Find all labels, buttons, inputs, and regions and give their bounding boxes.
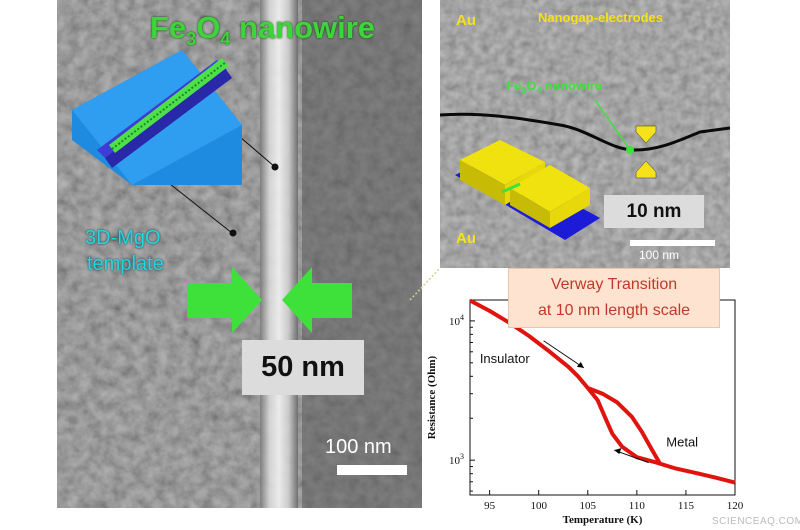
gap-label: 10 nm xyxy=(604,195,704,228)
scale-bar-right xyxy=(630,240,715,246)
chart-title-line2: at 10 nm length scale xyxy=(537,302,691,319)
sem-image-nanogap: Au Nanogap-electrodes Fe3O4 nanowire Au … xyxy=(440,0,730,268)
arrow-right-icon xyxy=(187,267,262,333)
x-tick-label: 110 xyxy=(629,500,646,512)
template-model-illustration xyxy=(72,50,242,185)
resistance-chart: 95 100 105 110 115 120 103 104 Temperature (K) Re… xyxy=(426,298,744,526)
annotation-metal: Metal xyxy=(666,435,698,450)
heating-arrowhead-icon xyxy=(614,448,622,455)
series-line-0 xyxy=(469,298,736,485)
x-tick-label: 100 xyxy=(530,500,547,512)
chart-title-box: Verway Transition at 10 nm length scale xyxy=(508,268,720,328)
plot-frame xyxy=(469,299,736,496)
scale-label-right: 100 nm xyxy=(639,248,680,262)
electrode-model-illustration xyxy=(455,140,600,240)
scale-bar-left xyxy=(337,465,407,475)
template-label-line2: template xyxy=(87,253,164,275)
x-tick-label: 115 xyxy=(678,500,695,512)
nanogap-label: Nanogap-electrodes xyxy=(538,10,663,25)
series-line-1 xyxy=(587,386,662,464)
y-tick-label: 103 xyxy=(449,452,464,467)
x-tick-label: 95 xyxy=(484,500,496,512)
width-label: 50 nm xyxy=(242,340,364,395)
nanowire-shape xyxy=(260,0,298,508)
chart-title-line1: Verway Transition xyxy=(550,276,678,293)
watermark: SCIENCEAQ.COM xyxy=(712,516,800,527)
cooling-arrowhead-icon xyxy=(576,361,584,368)
template-label-line1: 3D-MgO xyxy=(85,227,161,249)
scale-label-left: 100 nm xyxy=(325,436,392,458)
arrow-up-icon xyxy=(635,160,657,179)
sem-image-nanowire: Fe3O4 nanowire 3D-MgO template 50 nm 100… xyxy=(57,0,422,508)
nanowire-label-small: Fe3O4 nanowire xyxy=(506,78,603,96)
y-axis-label: Resistance (Ohm) xyxy=(426,355,438,439)
x-tick-label: 120 xyxy=(727,500,744,512)
y-tick-label: 104 xyxy=(449,313,464,328)
arrow-left-icon xyxy=(282,267,352,333)
sem-texture xyxy=(57,0,422,508)
cooling-arrow xyxy=(543,340,585,369)
annotation-insulator: Insulator xyxy=(480,351,531,366)
au-label-top: Au xyxy=(456,12,476,29)
heating-arrow xyxy=(614,449,649,464)
arrow-down-icon xyxy=(635,125,657,144)
nanowire-title: Fe3O4 nanowire xyxy=(150,10,376,50)
x-tick-label: 105 xyxy=(580,500,597,512)
x-axis-label: Temperature (K) xyxy=(563,514,643,526)
au-label-bottom: Au xyxy=(456,230,476,247)
